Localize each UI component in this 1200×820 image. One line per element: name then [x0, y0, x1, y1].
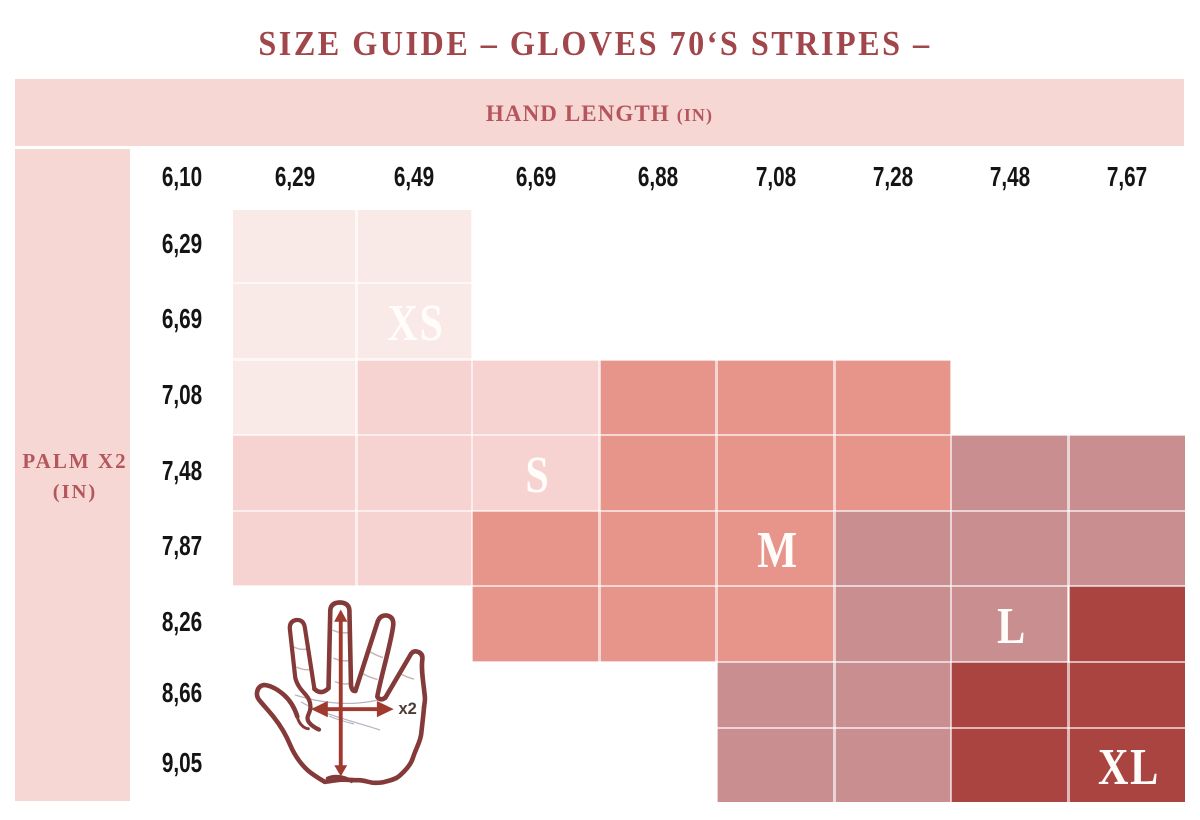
svg-text:x2: x2	[399, 700, 417, 718]
